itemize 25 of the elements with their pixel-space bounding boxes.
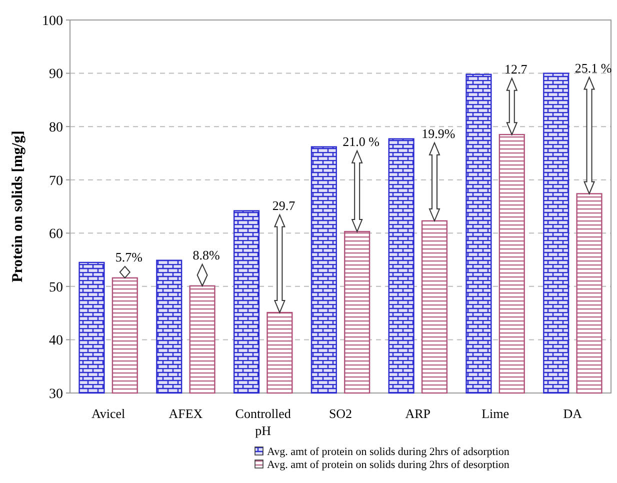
y-tick-label: 30 — [49, 386, 63, 402]
x-tick-label: Avicel — [91, 406, 126, 421]
y-tick-label: 100 — [42, 14, 63, 29]
y-tick-label: 50 — [49, 280, 63, 296]
y-tick-label: 40 — [49, 334, 63, 349]
annotation: 25.1 % — [574, 60, 612, 76]
x-tick-label: Lime — [482, 406, 510, 421]
x-tick-label: DA — [563, 406, 583, 421]
annotation: 12.7 — [504, 61, 528, 76]
y-axis-title: Protein on solids [mg/g] — [10, 130, 26, 282]
y-tick-label: 60 — [49, 227, 63, 242]
annotation: 29.7 — [272, 198, 296, 213]
y-tick-label: 80 — [49, 120, 63, 136]
legend-label: Avg. amt of protein on solids during 2hrs of adsorption — [267, 446, 510, 458]
annotation: 8.8% — [192, 247, 220, 262]
legend-label: Avg. amt of protein on solids during 2hrs of desorption — [267, 459, 510, 471]
annotation: 19.9% — [422, 126, 456, 141]
x-tick-label: Controlled pH — [235, 406, 292, 438]
y-tick-label: 90 — [49, 67, 63, 82]
y-tick-label: 70 — [49, 174, 63, 189]
x-tick-label: AFEX — [168, 406, 204, 421]
annotation: 21.0 % — [342, 134, 380, 149]
annotation: 5.7% — [115, 249, 143, 264]
x-tick-label: SO2 — [328, 406, 352, 421]
x-tick-label: ARP — [405, 406, 431, 421]
